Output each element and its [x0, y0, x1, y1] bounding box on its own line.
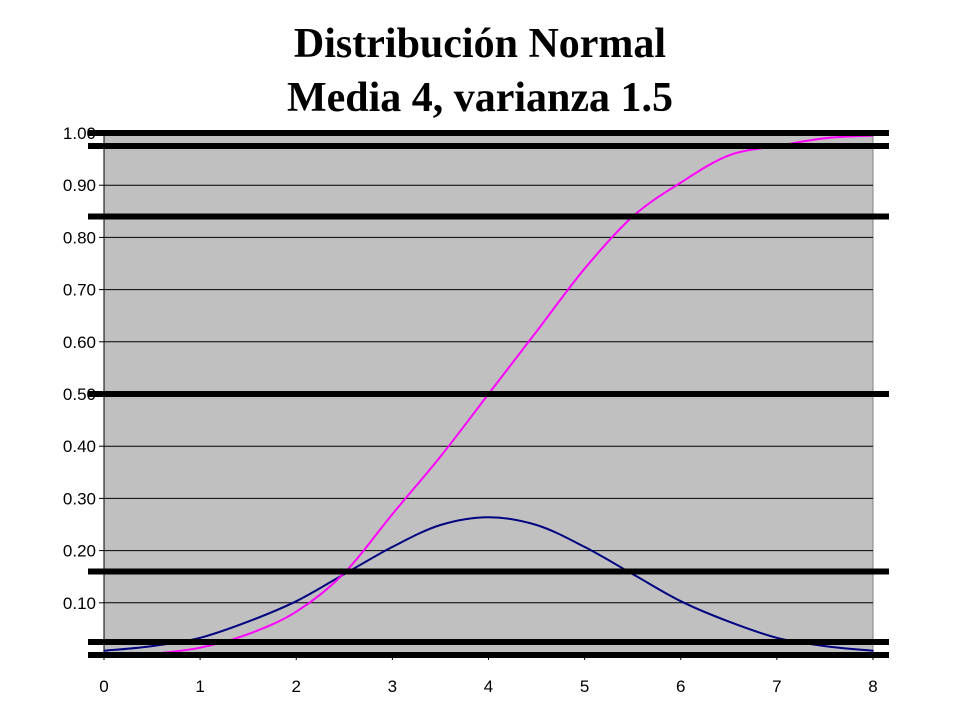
y-tick-label: 0.60	[63, 333, 96, 352]
data-point	[391, 513, 394, 515]
x-tick-label: 1	[195, 677, 204, 696]
y-tick-label: 1.00	[63, 124, 96, 143]
y-tick-label: 0.90	[63, 176, 96, 195]
data-point	[247, 633, 249, 635]
chart-subtitle: Media 4, varianza 1.5	[286, 75, 674, 121]
x-tick-label: 5	[580, 677, 589, 696]
data-point	[679, 600, 682, 603]
y-tick-label: -	[90, 646, 96, 665]
series-line	[151, 134, 874, 655]
x-tick-label: 2	[292, 677, 301, 696]
x-tick-label: 7	[772, 677, 781, 696]
y-tick-label: 0.80	[63, 228, 96, 247]
data-point	[151, 645, 153, 647]
horizontal-rules	[88, 130, 889, 658]
data-point	[728, 620, 730, 623]
data-point	[295, 610, 298, 613]
y-tick-label: 0.40	[63, 437, 96, 456]
y-tick-label: 0.20	[63, 542, 96, 561]
data-point	[439, 524, 442, 526]
chart-title: Distribución Normal	[293, 21, 667, 67]
data-point	[535, 524, 538, 526]
y-tick-label: 0.70	[63, 281, 96, 300]
y-tick-label: 0.30	[63, 489, 96, 508]
data-point	[199, 636, 201, 639]
data-point	[295, 600, 298, 603]
data-point	[872, 650, 874, 652]
data-point	[199, 646, 201, 649]
data-point	[679, 181, 682, 184]
x-tick-label: 8	[868, 677, 877, 696]
data-point	[583, 546, 586, 548]
x-tick-label: 3	[388, 677, 397, 696]
y-tick-labels: - 0.10 0.20 0.30 0.40 0.50 0.60 0.70 0.80 0.90 1.0…	[63, 124, 104, 665]
data-point	[776, 636, 778, 639]
data-point	[487, 516, 490, 518]
x-tick-labels: 0 1 2 3 4 5 6 7 8	[99, 655, 878, 696]
data-point	[824, 645, 826, 647]
x-tick-label: 0	[99, 677, 108, 696]
data-point	[439, 455, 442, 458]
data-point	[583, 267, 586, 270]
y-tick-label: 0.50	[63, 385, 96, 404]
data-point	[824, 137, 826, 140]
series-1	[103, 516, 874, 652]
data-point	[535, 330, 538, 333]
data-point	[391, 546, 394, 548]
y-tick-label: 0.10	[63, 594, 96, 613]
data-point	[247, 620, 249, 623]
data-point	[103, 650, 105, 652]
x-tick-label: 4	[484, 677, 493, 696]
x-tick-label: 6	[676, 677, 685, 696]
data-point	[728, 154, 730, 157]
